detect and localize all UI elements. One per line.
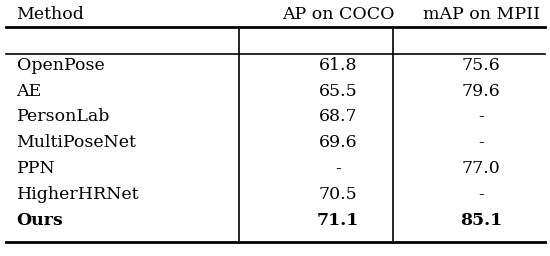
Text: -: - <box>478 186 484 203</box>
Text: 77.0: 77.0 <box>462 160 501 177</box>
Text: 75.6: 75.6 <box>462 57 501 74</box>
Text: 70.5: 70.5 <box>319 186 358 203</box>
Text: AP on COCO: AP on COCO <box>282 6 394 23</box>
Text: HigherHRNet: HigherHRNet <box>16 186 139 203</box>
Text: 61.8: 61.8 <box>319 57 358 74</box>
Text: PersonLab: PersonLab <box>16 108 110 125</box>
Text: 68.7: 68.7 <box>319 108 358 125</box>
Text: OpenPose: OpenPose <box>16 57 104 74</box>
Text: Method: Method <box>16 6 84 23</box>
Text: 65.5: 65.5 <box>319 83 358 100</box>
Text: AE: AE <box>16 83 42 100</box>
Text: 79.6: 79.6 <box>462 83 501 100</box>
Text: -: - <box>478 108 484 125</box>
Text: 85.1: 85.1 <box>460 211 502 229</box>
Text: 69.6: 69.6 <box>319 134 358 151</box>
Text: 71.1: 71.1 <box>317 211 360 229</box>
Text: -: - <box>478 134 484 151</box>
Text: -: - <box>336 160 341 177</box>
Text: mAP on MPII: mAP on MPII <box>423 6 540 23</box>
Text: MultiPoseNet: MultiPoseNet <box>16 134 136 151</box>
Text: PPN: PPN <box>16 160 55 177</box>
Text: Ours: Ours <box>16 211 63 229</box>
